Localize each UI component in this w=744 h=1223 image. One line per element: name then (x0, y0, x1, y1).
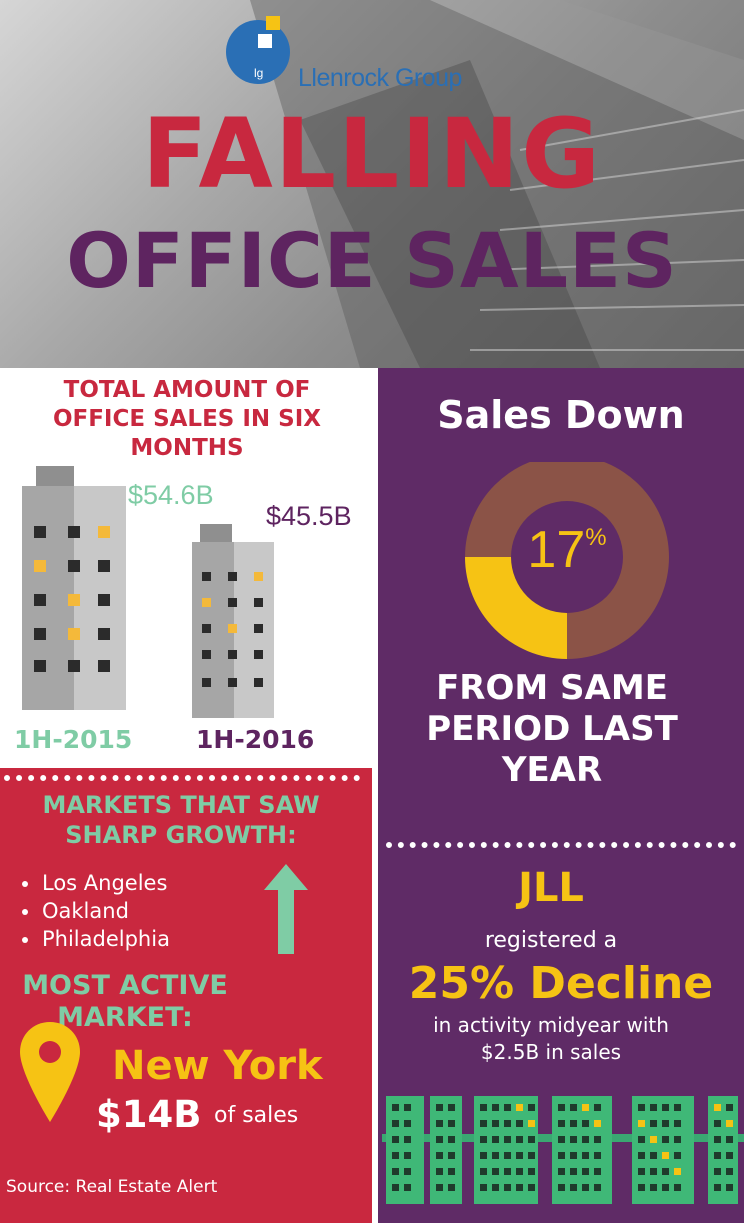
most-active-heading: MOST ACTIVE MARKET: (22, 970, 228, 1033)
list-item: Los Angeles (22, 869, 170, 897)
donut-slice-decline (465, 557, 567, 659)
sales-down-percent: 17% (507, 520, 627, 580)
period-2015: 1H-2015 (14, 725, 133, 754)
jll-detail-line1: in activity midyear with (433, 1013, 669, 1037)
city-skyline-icon (382, 1096, 744, 1204)
arrow-up-icon (264, 864, 308, 954)
jll-name: JLL (518, 865, 584, 911)
most-active-amount-suffix: of sales (214, 1103, 299, 1128)
logo-letters: lg (254, 66, 264, 80)
page-title-line2: OFFICE SALES (66, 216, 678, 305)
building-2016-icon (192, 524, 274, 718)
total-sales-heading: TOTAL AMOUNT OF OFFICE SALES IN SIX MONT… (52, 377, 322, 461)
donut-ring (465, 462, 669, 659)
jll-detail: in activity midyear with $2.5B in sales (378, 1012, 724, 1066)
skyscraper-background-image (250, 0, 744, 368)
dotted-divider (386, 842, 736, 848)
sales-down-heading: Sales Down (437, 393, 685, 437)
jll-registered-text: registered a (484, 928, 618, 953)
skyline-building (430, 1096, 462, 1204)
dotted-divider (4, 775, 360, 781)
list-item: Oakland (22, 897, 170, 925)
llenrock-logo-icon (226, 16, 290, 84)
sales-down-subtext: FROM SAME PERIOD LAST YEAR (426, 668, 678, 790)
growth-heading: MARKETS THAT SAW SHARP GROWTH: (42, 791, 320, 849)
page-title-line1: FALLING (141, 98, 603, 210)
source-note: Source: Real Estate Alert (6, 1177, 218, 1197)
value-2015: $54.6B (128, 480, 214, 510)
most-active-city: New York (112, 1043, 323, 1089)
skyline-building (708, 1096, 738, 1204)
growth-markets-list: Los Angeles Oakland Philadelphia (22, 869, 170, 953)
jll-detail-line2: $2.5B in sales (480, 1040, 622, 1064)
percent-sign: % (585, 524, 607, 551)
list-item: Philadelphia (22, 925, 170, 953)
period-2016: 1H-2016 (196, 725, 315, 754)
most-active-amount: $14B (96, 1093, 202, 1136)
donut-slice-remaining (465, 462, 669, 659)
logo-text: Llenrock Group (298, 64, 462, 92)
value-2016: $45.5B (266, 501, 352, 531)
header-banner (0, 0, 744, 368)
map-pin-icon (20, 1022, 80, 1122)
building-2015-icon (22, 466, 126, 710)
sales-down-donut-chart (465, 462, 669, 659)
jll-decline: 25% Decline (408, 958, 714, 1009)
sales-down-panel (378, 368, 744, 1223)
percent-value: 17 (527, 521, 586, 579)
markets-growth-panel (0, 768, 372, 1223)
